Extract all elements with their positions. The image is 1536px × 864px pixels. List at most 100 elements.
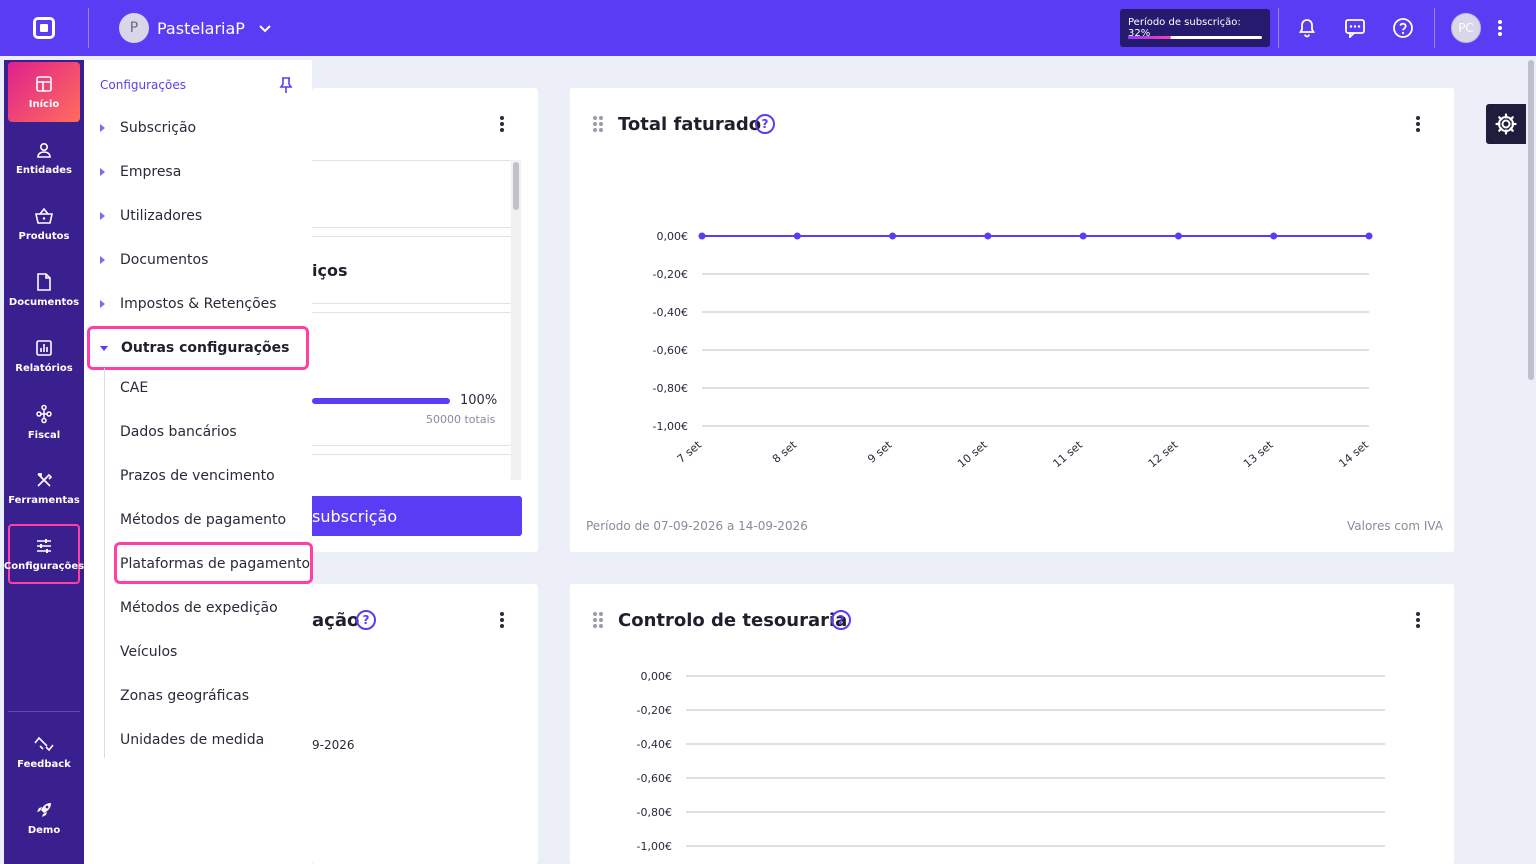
nav-label: Configurações xyxy=(3,560,85,572)
company-selector[interactable]: P PastelariaP xyxy=(119,13,273,43)
bell-icon[interactable] xyxy=(1293,14,1321,42)
main-sidebar: Início Entidades Produtos Documentos Rel… xyxy=(4,60,84,864)
nav-item-documentos[interactable]: Documentos xyxy=(8,260,80,320)
hierarchy-icon xyxy=(36,404,52,423)
x-tick-label: 9 set xyxy=(865,438,895,466)
chat-icon[interactable] xyxy=(1341,14,1369,42)
section-label: Utilizadores xyxy=(120,208,203,224)
help-icon[interactable]: ? xyxy=(831,610,851,630)
chart-icon xyxy=(36,339,52,356)
caret-right-icon xyxy=(100,300,105,308)
inner-scrollbar[interactable] xyxy=(511,160,521,480)
section-label: Outras configurações xyxy=(121,340,290,356)
summary-item xyxy=(300,236,512,304)
settings-item-dados-bancarios[interactable]: Dados bancários xyxy=(120,424,237,440)
nav-label: Fiscal xyxy=(27,429,61,441)
settings-section-documentos[interactable]: Documentos xyxy=(100,242,208,278)
card-menu-button[interactable] xyxy=(494,610,510,630)
summary-item xyxy=(300,454,512,480)
divider xyxy=(1278,8,1279,48)
settings-item-zonas-geograficas[interactable]: Zonas geográficas xyxy=(120,688,250,704)
data-point xyxy=(889,232,897,240)
subscription-button[interactable]: subscrição xyxy=(312,496,522,536)
tesouraria-card xyxy=(570,584,1454,864)
total-faturado-card xyxy=(570,88,1454,552)
usage-total: 50000 totais xyxy=(426,413,496,426)
company-avatar: P xyxy=(119,13,149,43)
more-vertical-icon[interactable] xyxy=(1486,14,1514,42)
settings-item-veiculos[interactable]: Veículos xyxy=(120,644,178,660)
basket-icon xyxy=(35,207,53,224)
feedback-icon xyxy=(34,736,54,751)
card-menu-button[interactable] xyxy=(1410,114,1426,134)
section-label: Documentos xyxy=(120,252,209,268)
nav-item-demo[interactable]: Demo xyxy=(8,788,80,848)
data-point xyxy=(1270,232,1278,240)
y-tick-label: -0,20€ xyxy=(653,268,688,281)
page-scrollbar-thumb[interactable] xyxy=(1528,60,1534,380)
dashboard-settings-button[interactable] xyxy=(1486,104,1526,144)
settings-item-plataformas-pagamento[interactable]: Plataformas de pagamento xyxy=(120,556,311,572)
help-circle-icon[interactable] xyxy=(1389,14,1417,42)
settings-item-prazos-vencimento[interactable]: Prazos de vencimento xyxy=(120,468,275,484)
settings-section-subscricao[interactable]: Subscrição xyxy=(100,110,196,146)
app-logo[interactable] xyxy=(0,0,88,56)
page-scrollbar[interactable] xyxy=(1526,56,1536,864)
settings-section-empresa[interactable]: Empresa xyxy=(100,154,181,190)
nav-item-entidades[interactable]: Entidades xyxy=(8,128,80,188)
sliders-icon xyxy=(37,538,51,553)
help-icon[interactable]: ? xyxy=(356,610,376,630)
card-title: ação xyxy=(312,610,360,631)
settings-section-outras[interactable]: Outras configurações xyxy=(100,330,289,366)
nav-item-fiscal[interactable]: Fiscal xyxy=(8,392,80,452)
nav-label: Relatórios xyxy=(15,362,73,374)
inner-scrollbar-thumb[interactable] xyxy=(513,162,519,210)
section-label: Empresa xyxy=(120,164,182,180)
tesouraria-chart: 0,00€ -0,20€ -0,40€ -0,60€ -0,80€ -1,00€ xyxy=(637,670,1385,853)
data-point xyxy=(698,232,706,240)
highlight-frame xyxy=(87,326,309,370)
x-tick-label: 10 set xyxy=(955,438,990,470)
x-tick-label: 8 set xyxy=(770,438,800,466)
settings-section-impostos[interactable]: Impostos & Retenções xyxy=(100,286,277,322)
tree-line xyxy=(104,368,105,758)
y-tick-label: -0,80€ xyxy=(653,382,688,395)
nav-item-relatorios[interactable]: Relatórios xyxy=(8,326,80,386)
card-menu-button[interactable] xyxy=(494,114,510,134)
nav-item-inicio[interactable]: Início xyxy=(8,62,80,122)
settings-item-cae[interactable]: CAE xyxy=(120,380,149,396)
flyout-title: Configurações xyxy=(100,78,186,92)
user-avatar[interactable]: PC xyxy=(1451,13,1481,43)
help-icon[interactable]: ? xyxy=(755,114,775,134)
y-tick-label: -1,00€ xyxy=(653,420,688,433)
period-range: Período de 07-09-2026 a 14-09-2026 xyxy=(586,519,808,533)
subscription-period-label: Período de subscrição: 32% xyxy=(1128,17,1241,39)
nav-label: Ferramentas xyxy=(8,494,80,506)
card-menu-button[interactable] xyxy=(1410,610,1426,630)
settings-item-metodos-expedicao[interactable]: Métodos de expedição xyxy=(120,600,278,616)
settings-flyout: Configurações Subscrição Empresa Utiliza… xyxy=(84,60,313,864)
home-grid-icon xyxy=(36,75,52,92)
logo-icon xyxy=(33,17,55,39)
nav-item-ferramentas[interactable]: Ferramentas xyxy=(8,458,80,518)
subscription-progress-track xyxy=(1128,36,1262,39)
nav-item-feedback[interactable]: Feedback xyxy=(8,722,80,782)
person-icon xyxy=(37,142,51,158)
settings-section-utilizadores[interactable]: Utilizadores xyxy=(100,198,202,234)
drag-handle-icon[interactable] xyxy=(593,612,603,628)
data-point xyxy=(793,232,801,240)
settings-item-metodos-pagamento[interactable]: Métodos de pagamento xyxy=(120,512,287,528)
settings-item-unidades-medida[interactable]: Unidades de medida xyxy=(120,732,265,748)
data-point xyxy=(1079,232,1087,240)
x-tick-label: 7 set xyxy=(675,438,705,466)
summary-heading: iços xyxy=(312,261,348,280)
summary-item xyxy=(300,312,512,446)
subscription-period-indicator[interactable]: Período de subscrição: 32% xyxy=(1120,9,1270,47)
pin-icon[interactable] xyxy=(278,76,294,94)
nav-item-produtos[interactable]: Produtos xyxy=(8,194,80,254)
subscription-button-label: subscrição xyxy=(312,506,398,526)
nav-item-configuracoes[interactable]: Configurações xyxy=(4,524,84,584)
nav-label: Demo xyxy=(27,824,61,836)
drag-handle-icon[interactable] xyxy=(593,116,603,132)
divider xyxy=(88,8,89,48)
